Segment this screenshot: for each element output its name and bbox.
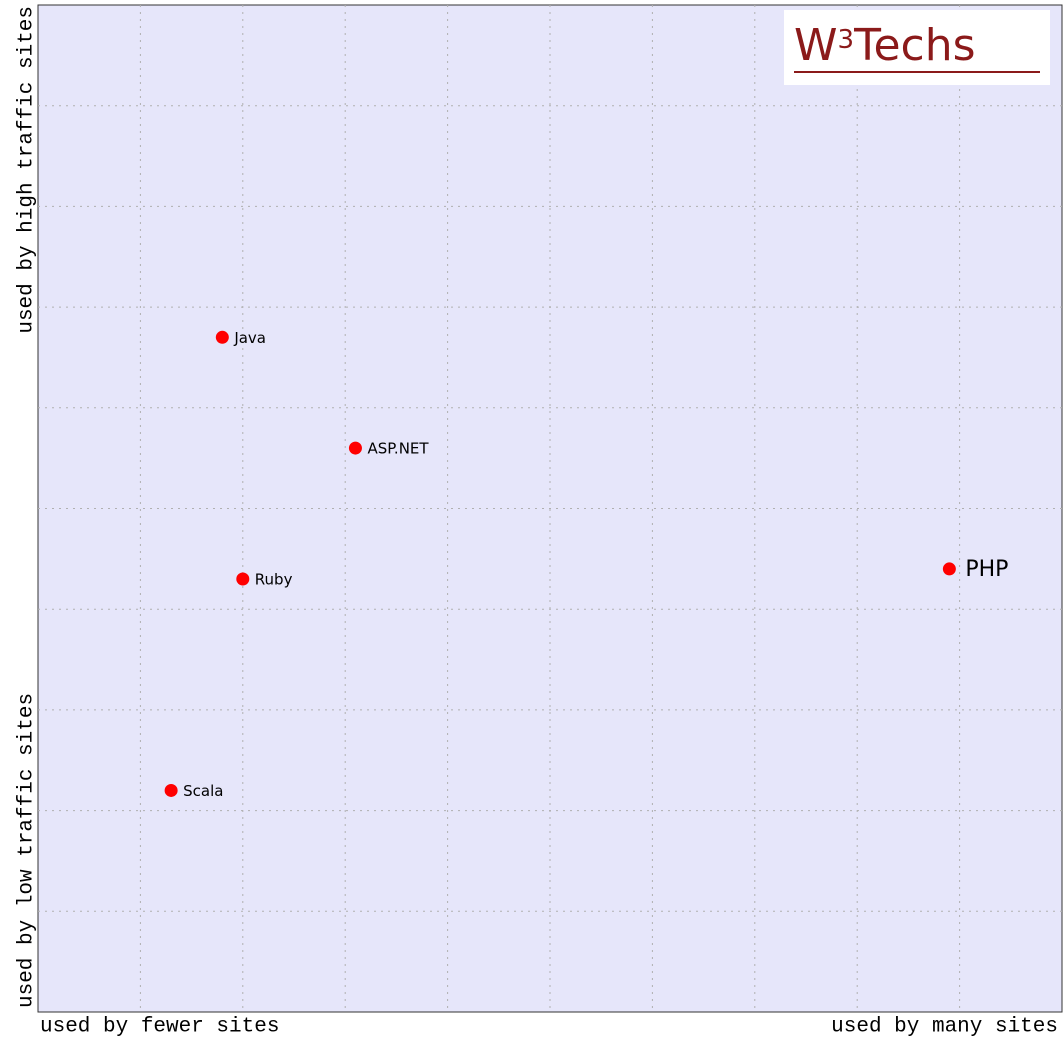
logo-part: Techs: [853, 20, 975, 71]
point: [164, 783, 178, 797]
point-label: Scala: [183, 782, 223, 800]
logo: W3Techs: [794, 20, 976, 71]
point-label: ASP.NET: [367, 440, 429, 458]
x-axis-label: used by fewer sites: [40, 1016, 279, 1039]
grid: [38, 5, 1062, 1012]
point-label: Java: [233, 329, 266, 347]
point-label: Ruby: [255, 570, 293, 588]
logo-part: 3: [838, 25, 855, 55]
logo-part: W: [794, 20, 838, 71]
point-label: PHP: [965, 557, 1008, 582]
y-axis-label: used by high traffic sites: [16, 6, 39, 334]
x-axis-label: used by many sites: [831, 1016, 1058, 1039]
y-axis-label: used by low traffic sites: [16, 693, 39, 1008]
point: [348, 441, 362, 455]
point: [942, 562, 956, 576]
point: [215, 330, 229, 344]
point: [236, 572, 250, 586]
